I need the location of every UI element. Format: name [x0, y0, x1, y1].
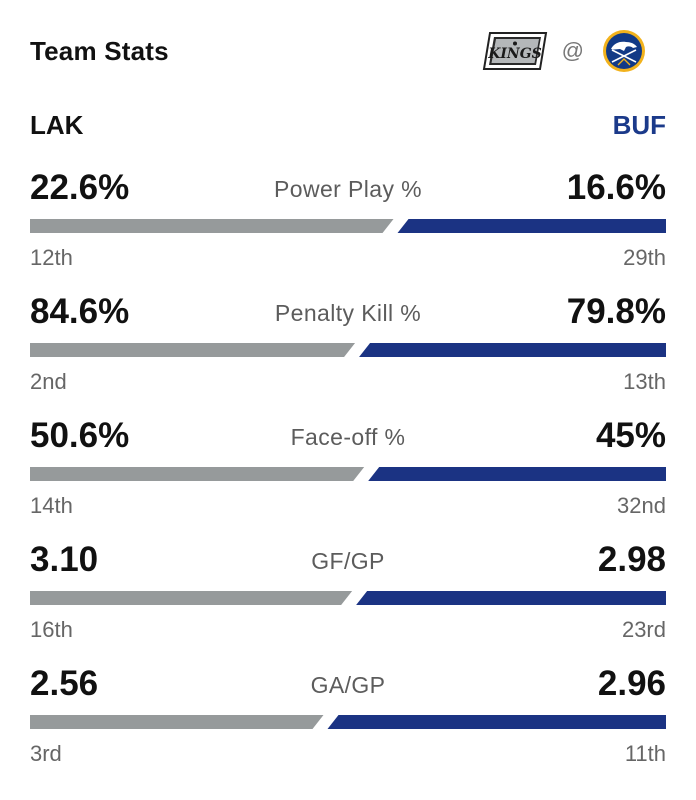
stat-label: Power Play %: [274, 176, 422, 202]
away-stat-value: 3.10: [30, 540, 99, 579]
away-stat-rank: 12th: [30, 245, 73, 270]
home-stat-value: 45%: [595, 416, 666, 455]
stat-row: 3.10 GF/GP 2.98 16th 23rd: [30, 540, 666, 650]
away-stat-rank: 14th: [30, 493, 73, 518]
svg-text:KINGS: KINGS: [487, 46, 542, 62]
home-stat-value: 79.8%: [566, 292, 666, 331]
away-bar: [30, 467, 365, 481]
away-stat-value: 2.56: [30, 664, 99, 703]
team-labels: LAK BUF: [30, 110, 666, 144]
stat-label: Face-off %: [290, 424, 406, 450]
home-bar: [327, 715, 666, 729]
away-stat-value: 50.6%: [30, 416, 130, 455]
stat-label: GF/GP: [311, 548, 385, 574]
away-stat-rank: 3rd: [30, 741, 62, 766]
home-stat-rank: 23rd: [621, 617, 666, 642]
home-stat-value: 2.98: [597, 540, 666, 579]
home-stat-value: 16.6%: [566, 168, 666, 207]
away-stat-rank: 16th: [30, 617, 73, 642]
comparison-bar: [30, 343, 666, 357]
away-bar: [30, 343, 356, 357]
stat-label: GA/GP: [310, 672, 386, 698]
home-bar: [397, 219, 666, 233]
stat-label: Penalty Kill %: [274, 300, 422, 326]
stat-row: 2.56 GA/GP 2.96 3rd 11th: [30, 664, 666, 774]
home-team-abbr: BUF: [612, 110, 666, 140]
home-bar: [359, 343, 666, 357]
away-bar: [30, 219, 394, 233]
home-stat-rank: 29th: [623, 245, 666, 270]
away-stat-value: 84.6%: [30, 292, 130, 331]
away-stat-value: 22.6%: [30, 168, 130, 207]
home-stat-value: 2.96: [597, 664, 666, 703]
comparison-bar: [30, 591, 666, 605]
team-stats-header: Team Stats KINGS @: [30, 22, 666, 80]
home-bar: [368, 467, 666, 481]
home-stat-rank: 32nd: [617, 493, 666, 518]
stat-row: 84.6% Penalty Kill % 79.8% 2nd 13th: [30, 292, 666, 402]
away-team-abbr: LAK: [30, 110, 84, 140]
comparison-bar: [30, 715, 666, 729]
matchup-logos: KINGS @: [482, 28, 646, 74]
away-stat-rank: 2nd: [30, 369, 67, 394]
comparison-bar: [30, 467, 666, 481]
away-bar: [30, 591, 353, 605]
home-bar: [356, 591, 666, 605]
stat-row: 22.6% Power Play % 16.6% 12th 29th: [30, 168, 666, 278]
sabres-logo-icon[interactable]: [602, 29, 646, 73]
at-symbol: @: [561, 38, 584, 63]
kings-logo-icon[interactable]: KINGS: [482, 31, 548, 71]
page-title: Team Stats: [30, 36, 169, 66]
home-stat-rank: 11th: [624, 741, 666, 766]
stat-row: 50.6% Face-off % 45% 14th 32nd: [30, 416, 666, 526]
away-bar: [30, 715, 324, 729]
comparison-bar: [30, 219, 666, 233]
home-stat-rank: 13th: [623, 369, 666, 394]
